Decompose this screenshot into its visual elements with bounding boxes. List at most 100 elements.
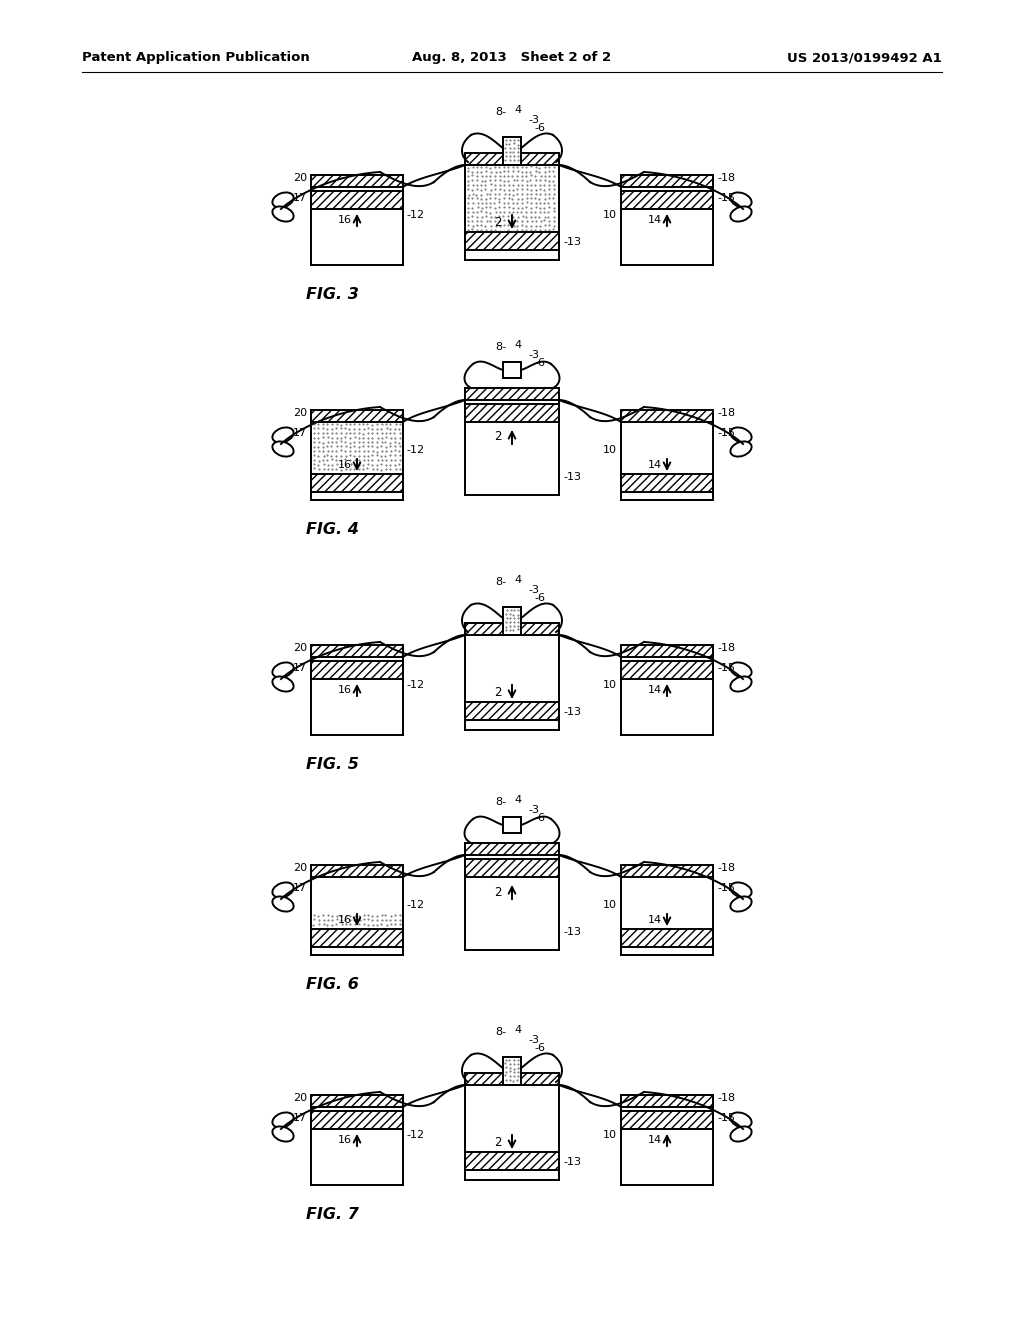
Bar	[465, 1152, 559, 1170]
Bar	[621, 474, 713, 492]
Bar	[621, 661, 713, 678]
Bar	[621, 929, 713, 946]
Bar	[465, 1152, 559, 1170]
Text: -6: -6	[534, 1043, 545, 1053]
Text: 10: 10	[603, 445, 617, 455]
Ellipse shape	[272, 428, 294, 442]
Bar	[465, 404, 559, 422]
Text: -13: -13	[563, 708, 581, 717]
Text: US 2013/0199492 A1: US 2013/0199492 A1	[787, 51, 942, 65]
Bar	[621, 1111, 713, 1129]
Ellipse shape	[272, 441, 294, 457]
Bar	[465, 843, 559, 855]
Ellipse shape	[730, 441, 752, 457]
Text: -3: -3	[528, 585, 539, 595]
Text: 2: 2	[495, 1135, 502, 1148]
Bar	[465, 1073, 559, 1085]
Bar	[465, 702, 559, 719]
Text: 14: 14	[648, 915, 663, 925]
Bar	[621, 1096, 713, 1107]
Text: -3: -3	[528, 115, 539, 125]
Text: 10: 10	[603, 210, 617, 220]
Text: FIG. 3: FIG. 3	[306, 286, 358, 302]
Text: -12: -12	[406, 445, 424, 455]
Bar	[621, 865, 713, 876]
Text: -12: -12	[406, 680, 424, 690]
Text: 20: 20	[293, 643, 307, 653]
Bar	[621, 411, 713, 422]
Text: 16: 16	[338, 685, 352, 696]
Bar	[621, 176, 713, 187]
Ellipse shape	[730, 676, 752, 692]
Bar	[503, 607, 521, 635]
Text: 20: 20	[293, 1093, 307, 1104]
Text: 10: 10	[603, 1130, 617, 1140]
Bar	[465, 859, 559, 876]
Text: -15: -15	[717, 428, 735, 438]
Bar	[311, 929, 403, 946]
Text: FIG. 5: FIG. 5	[306, 756, 358, 772]
Text: 2: 2	[495, 685, 502, 698]
Bar	[503, 1057, 521, 1085]
Text: -6: -6	[534, 813, 545, 822]
Text: 16: 16	[338, 215, 352, 224]
Text: FIG. 7: FIG. 7	[306, 1206, 358, 1222]
Bar	[621, 661, 713, 678]
Bar	[621, 929, 713, 946]
Ellipse shape	[272, 1126, 294, 1142]
Ellipse shape	[730, 896, 752, 912]
Text: 4: 4	[514, 1026, 521, 1035]
Text: 4: 4	[514, 795, 521, 805]
Bar	[311, 176, 403, 187]
Ellipse shape	[272, 883, 294, 898]
Text: -13: -13	[563, 238, 581, 247]
Bar	[465, 404, 559, 422]
Bar	[465, 843, 559, 855]
Text: -12: -12	[406, 1130, 424, 1140]
Text: 14: 14	[648, 215, 663, 224]
Bar	[465, 388, 559, 400]
Text: 14: 14	[648, 459, 663, 470]
Bar	[621, 191, 713, 209]
Text: 10: 10	[603, 900, 617, 909]
Bar	[465, 623, 559, 635]
Bar	[621, 191, 713, 209]
Ellipse shape	[272, 676, 294, 692]
Bar	[311, 474, 403, 492]
Ellipse shape	[272, 206, 294, 222]
Bar	[311, 661, 403, 678]
Text: -12: -12	[406, 210, 424, 220]
Text: 17: 17	[293, 883, 307, 894]
Text: -18: -18	[717, 863, 735, 873]
Bar	[465, 1073, 559, 1085]
Text: 16: 16	[338, 1135, 352, 1144]
Text: 17: 17	[293, 1113, 307, 1123]
Bar	[621, 1111, 713, 1129]
Bar	[465, 859, 559, 876]
Text: FIG. 6: FIG. 6	[306, 977, 358, 993]
Text: 8-: 8-	[495, 797, 506, 807]
Ellipse shape	[272, 193, 294, 207]
Bar	[311, 191, 403, 209]
Text: 8-: 8-	[495, 577, 506, 587]
Text: 10: 10	[603, 680, 617, 690]
Text: 14: 14	[648, 1135, 663, 1144]
Text: Aug. 8, 2013   Sheet 2 of 2: Aug. 8, 2013 Sheet 2 of 2	[413, 51, 611, 65]
Ellipse shape	[272, 663, 294, 677]
Text: 2: 2	[495, 430, 502, 444]
Bar	[311, 191, 403, 209]
Bar	[621, 474, 713, 492]
Bar	[311, 1096, 403, 1107]
Bar	[311, 865, 403, 876]
Ellipse shape	[272, 1113, 294, 1127]
Text: 20: 20	[293, 173, 307, 183]
Ellipse shape	[730, 193, 752, 207]
Text: -15: -15	[717, 883, 735, 894]
Text: -3: -3	[528, 805, 539, 814]
Bar	[311, 411, 403, 422]
Text: 17: 17	[293, 193, 307, 203]
Text: Patent Application Publication: Patent Application Publication	[82, 51, 309, 65]
Text: 8-: 8-	[495, 107, 506, 117]
Bar	[621, 1096, 713, 1107]
Bar	[465, 232, 559, 249]
